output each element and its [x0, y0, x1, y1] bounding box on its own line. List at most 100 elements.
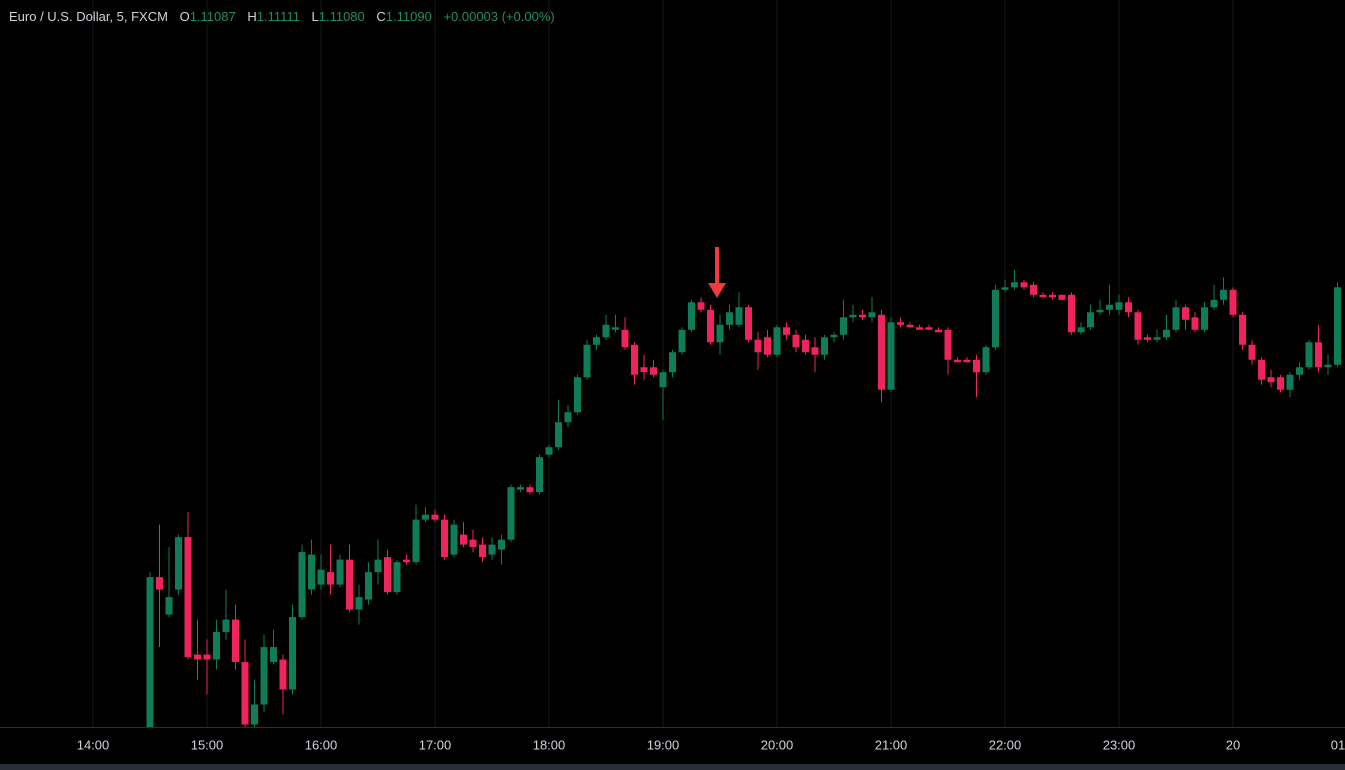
- candle-body: [944, 329, 952, 360]
- candle-body: [916, 327, 923, 330]
- candle-body: [1334, 287, 1341, 365]
- candle-body: [754, 339, 762, 353]
- candle-body: [1144, 337, 1151, 340]
- legend-key: C: [376, 9, 386, 24]
- candle-body: [156, 577, 163, 590]
- candle-body: [545, 447, 553, 455]
- legend-value: 1.11090: [385, 9, 432, 24]
- candle-body: [384, 557, 391, 593]
- candle-body: [612, 327, 619, 330]
- candle-body: [830, 334, 838, 338]
- legend-value: 1.11111: [256, 9, 300, 24]
- legend-key: H: [247, 9, 257, 24]
- candle-body: [593, 337, 600, 345]
- candle-body: [555, 422, 562, 448]
- candle-body: [954, 359, 961, 363]
- candles: [146, 269, 1341, 727]
- candle-body: [868, 312, 876, 318]
- candle-body: [336, 559, 344, 585]
- candle-body: [1210, 299, 1218, 308]
- candle-body: [811, 347, 819, 355]
- candle-body: [640, 367, 648, 373]
- candle-body: [1191, 317, 1199, 330]
- x-tick-label: 18:00: [533, 737, 566, 752]
- candle-body: [802, 339, 809, 353]
- candle-body: [1087, 312, 1094, 328]
- candle-body: [1106, 304, 1113, 310]
- candle-body: [973, 359, 980, 373]
- candle-body: [412, 519, 420, 563]
- candle-body: [583, 344, 591, 378]
- candle-body: [688, 302, 695, 330]
- candle-body: [621, 329, 629, 348]
- candle-body: [1172, 307, 1180, 330]
- candle-body: [289, 617, 296, 690]
- candle-body: [194, 654, 201, 660]
- candle-body: [1153, 337, 1161, 340]
- candle-body: [308, 554, 315, 590]
- candle-body: [1267, 377, 1275, 383]
- candle-body: [1182, 307, 1189, 320]
- x-tick-label: 19:00: [647, 737, 680, 752]
- candle-body: [650, 367, 657, 375]
- candle-body: [1115, 302, 1123, 310]
- candle-body: [859, 314, 866, 318]
- candle-body: [222, 619, 230, 633]
- candle-body: [1125, 302, 1132, 313]
- candle-body: [963, 359, 971, 363]
- candle-body: [1011, 282, 1018, 288]
- candle-body: [184, 537, 192, 658]
- candle-body: [897, 322, 904, 325]
- candle-body: [982, 347, 990, 373]
- candle-body: [735, 307, 743, 325]
- grid: [92, 0, 1234, 727]
- candle-body: [678, 329, 686, 353]
- candle-body: [925, 327, 933, 330]
- candle-body: [203, 654, 211, 660]
- candle-body: [479, 544, 486, 558]
- candle-body: [507, 487, 515, 540]
- x-tick-label: 20: [1226, 737, 1240, 752]
- x-tick-label: 21:00: [875, 737, 908, 752]
- candle-body: [1163, 329, 1170, 338]
- candle-body: [631, 344, 638, 375]
- candle-body: [935, 329, 942, 333]
- candle-body: [1058, 294, 1066, 300]
- legend-value: 1.11080: [318, 9, 365, 24]
- candle-body: [1220, 289, 1227, 300]
- candle-body: [878, 314, 885, 390]
- candle-body: [1039, 294, 1047, 298]
- candle-body: [270, 647, 277, 663]
- candle-body: [536, 457, 543, 493]
- legend-key: O: [179, 9, 190, 24]
- candle-body: [764, 337, 771, 355]
- candle-body: [146, 577, 154, 727]
- candle-body: [526, 487, 534, 493]
- candle-body: [669, 352, 676, 373]
- candle-body: [422, 514, 429, 520]
- candle-body: [165, 597, 173, 615]
- candle-body: [849, 314, 857, 318]
- candle-body: [260, 647, 268, 705]
- candle-body: [1229, 289, 1237, 315]
- x-tick-label: 23:00: [1103, 737, 1136, 752]
- candle-body: [726, 312, 733, 325]
- candle-body: [707, 309, 714, 343]
- candle-body: [175, 537, 182, 590]
- candle-body: [783, 327, 790, 335]
- candle-body: [517, 487, 524, 490]
- x-axis: 14:00 15:00 16:00 17:00 18:00 19:00 20:00 21:00…: [77, 737, 1345, 752]
- x-tick-label: 16:00: [305, 737, 338, 752]
- annotation-arrowhead: [708, 283, 726, 298]
- candle-body: [574, 377, 581, 413]
- candle-body: [1134, 312, 1142, 340]
- candle-body: [1286, 374, 1294, 390]
- candle-body: [251, 704, 258, 725]
- candle-body: [821, 337, 828, 355]
- candle-body: [298, 552, 306, 618]
- candle-body: [1315, 342, 1322, 368]
- candle-body: [602, 324, 610, 338]
